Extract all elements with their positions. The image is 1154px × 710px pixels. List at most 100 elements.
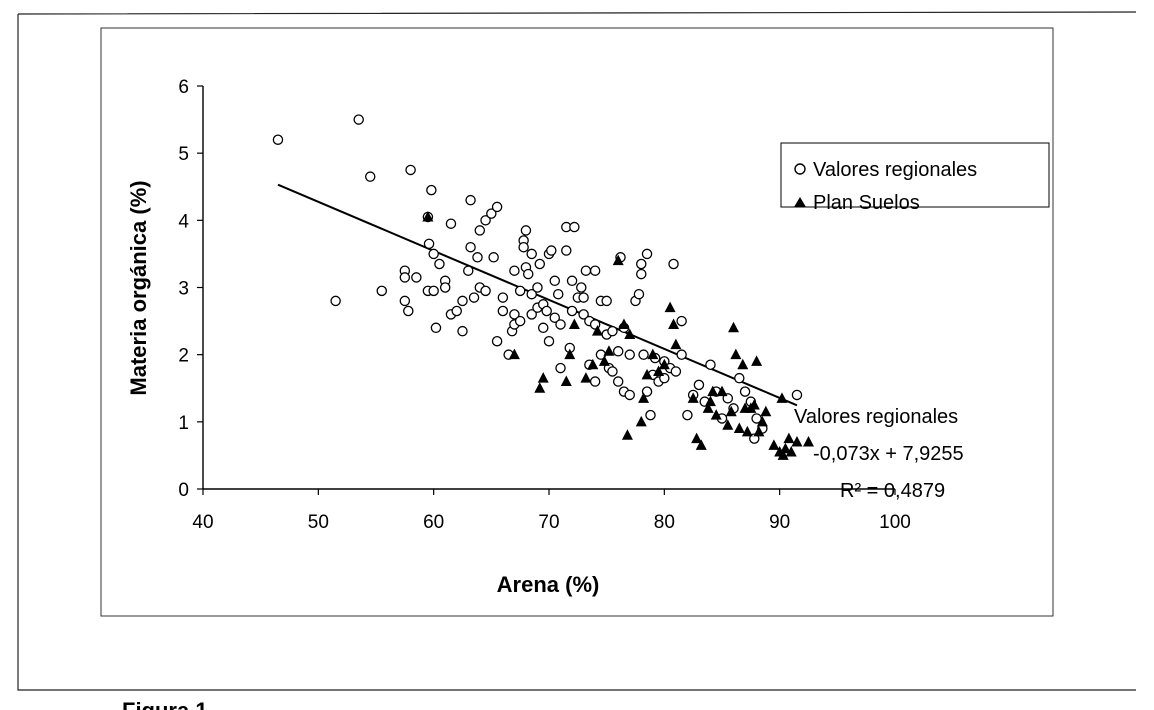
- point-valores-regionales: [497, 305, 509, 317]
- point-valores-regionales: [445, 218, 457, 229]
- point-valores-regionales: [566, 275, 578, 287]
- point-plan-suelos: [534, 382, 546, 393]
- y-tick-label: 3: [178, 279, 189, 300]
- point-valores-regionales: [566, 305, 578, 317]
- point-valores-regionales: [607, 325, 618, 337]
- y-tick-label: 1: [178, 413, 189, 434]
- outer-frame: [17, 11, 1137, 691]
- point-plan-suelos: [537, 372, 549, 383]
- point-valores-regionales: [555, 362, 566, 374]
- point-valores-regionales: [543, 335, 555, 347]
- point-plan-suelos: [658, 358, 670, 370]
- x-tick-label: 50: [308, 512, 329, 533]
- point-valores-regionales: [541, 305, 552, 317]
- point-plan-suelos: [707, 385, 719, 397]
- point-plan-suelos: [702, 402, 714, 413]
- point-valores-regionales: [526, 248, 537, 260]
- point-valores-regionales: [472, 252, 483, 263]
- point-valores-regionales: [676, 315, 687, 327]
- point-valores-regionales: [607, 366, 618, 377]
- point-valores-regionales: [491, 335, 503, 347]
- point-valores-regionales: [693, 379, 705, 391]
- point-plan-suelos: [638, 392, 650, 403]
- point-valores-regionales: [734, 372, 745, 384]
- point-valores-regionales: [376, 285, 388, 297]
- point-valores-regionales: [739, 386, 751, 397]
- point-valores-regionales: [534, 258, 546, 270]
- x-axis-title: Arena (%): [497, 572, 600, 597]
- point-plan-suelos: [598, 355, 610, 366]
- point-valores-regionales: [526, 309, 537, 320]
- point-valores-regionales: [488, 252, 499, 263]
- point-plan-suelos: [741, 425, 753, 437]
- series-plan-suelos: [422, 210, 814, 460]
- point-valores-regionales: [330, 295, 341, 307]
- point-plan-suelos: [737, 358, 749, 370]
- point-plan-suelos: [591, 325, 603, 336]
- point-plan-suelos: [695, 439, 707, 450]
- y-tick-label: 2: [178, 346, 189, 367]
- legend-box: [780, 142, 1050, 208]
- y-axis-ticks: 0 1 2 3 4 5 6: [178, 77, 203, 501]
- point-valores-regionales: [426, 184, 437, 196]
- point-valores-regionales: [641, 386, 653, 397]
- point-plan-suelos: [670, 338, 682, 350]
- point-valores-regionales: [411, 272, 422, 283]
- point-plan-suelos: [422, 210, 434, 222]
- point-valores-regionales: [423, 238, 435, 250]
- point-valores-regionales: [399, 272, 411, 283]
- y-tick-label: 0: [178, 480, 189, 501]
- figure-caption: Figura 1: [122, 698, 208, 710]
- point-valores-regionales: [364, 171, 376, 182]
- point-valores-regionales: [580, 265, 592, 276]
- point-valores-regionales: [549, 275, 561, 287]
- y-tick-label: 5: [178, 144, 189, 165]
- point-valores-regionales: [578, 309, 589, 320]
- point-valores-regionales: [399, 295, 411, 307]
- point-plan-suelos: [612, 254, 624, 266]
- point-valores-regionales: [486, 208, 497, 219]
- point-valores-regionales: [633, 288, 645, 300]
- point-valores-regionales: [465, 194, 476, 206]
- point-valores-regionales: [641, 248, 653, 260]
- point-valores-regionales: [624, 389, 635, 401]
- point-valores-regionales: [520, 225, 532, 236]
- point-valores-regionales: [546, 245, 557, 256]
- point-valores-regionales: [430, 322, 442, 334]
- point-valores-regionales: [552, 288, 564, 300]
- legend-marker-plan-suelos: [794, 197, 806, 207]
- point-plan-suelos: [760, 405, 772, 417]
- point-valores-regionales: [439, 282, 451, 293]
- point-plan-suelos: [722, 419, 734, 430]
- point-valores-regionales: [537, 322, 549, 334]
- point-valores-regionales: [474, 225, 486, 236]
- point-valores-regionales: [791, 389, 803, 401]
- point-plan-suelos: [733, 422, 745, 434]
- point-plan-suelos: [779, 442, 791, 454]
- point-valores-regionales: [576, 282, 587, 293]
- trendline-label-r2: R² = 0,4879: [840, 480, 945, 502]
- point-plan-suelos: [564, 348, 576, 360]
- point-valores-regionales: [272, 134, 284, 145]
- point-valores-regionales: [526, 288, 537, 300]
- point-plan-suelos: [803, 435, 814, 447]
- trendline-label-equation: -0,073x + 7,9255: [813, 443, 964, 465]
- point-valores-regionales: [578, 292, 589, 303]
- legend-label-valores-regionales: Valores regionales: [813, 159, 977, 181]
- point-valores-regionales: [509, 309, 520, 320]
- point-valores-regionales: [509, 265, 520, 276]
- chart-area-frame: [100, 27, 1054, 617]
- point-plan-suelos: [710, 409, 722, 420]
- legend-marker-valores-regionales: [794, 163, 806, 175]
- point-valores-regionales: [522, 268, 534, 280]
- point-plan-suelos: [687, 392, 699, 403]
- point-valores-regionales: [514, 315, 526, 327]
- point-plan-suelos: [647, 348, 659, 360]
- point-plan-suelos: [751, 355, 763, 366]
- y-axis-title: Materia orgánica (%): [126, 180, 151, 395]
- point-plan-suelos: [635, 415, 647, 427]
- point-plan-suelos: [716, 385, 728, 397]
- x-tick-label: 70: [538, 512, 559, 533]
- point-valores-regionales: [601, 295, 612, 307]
